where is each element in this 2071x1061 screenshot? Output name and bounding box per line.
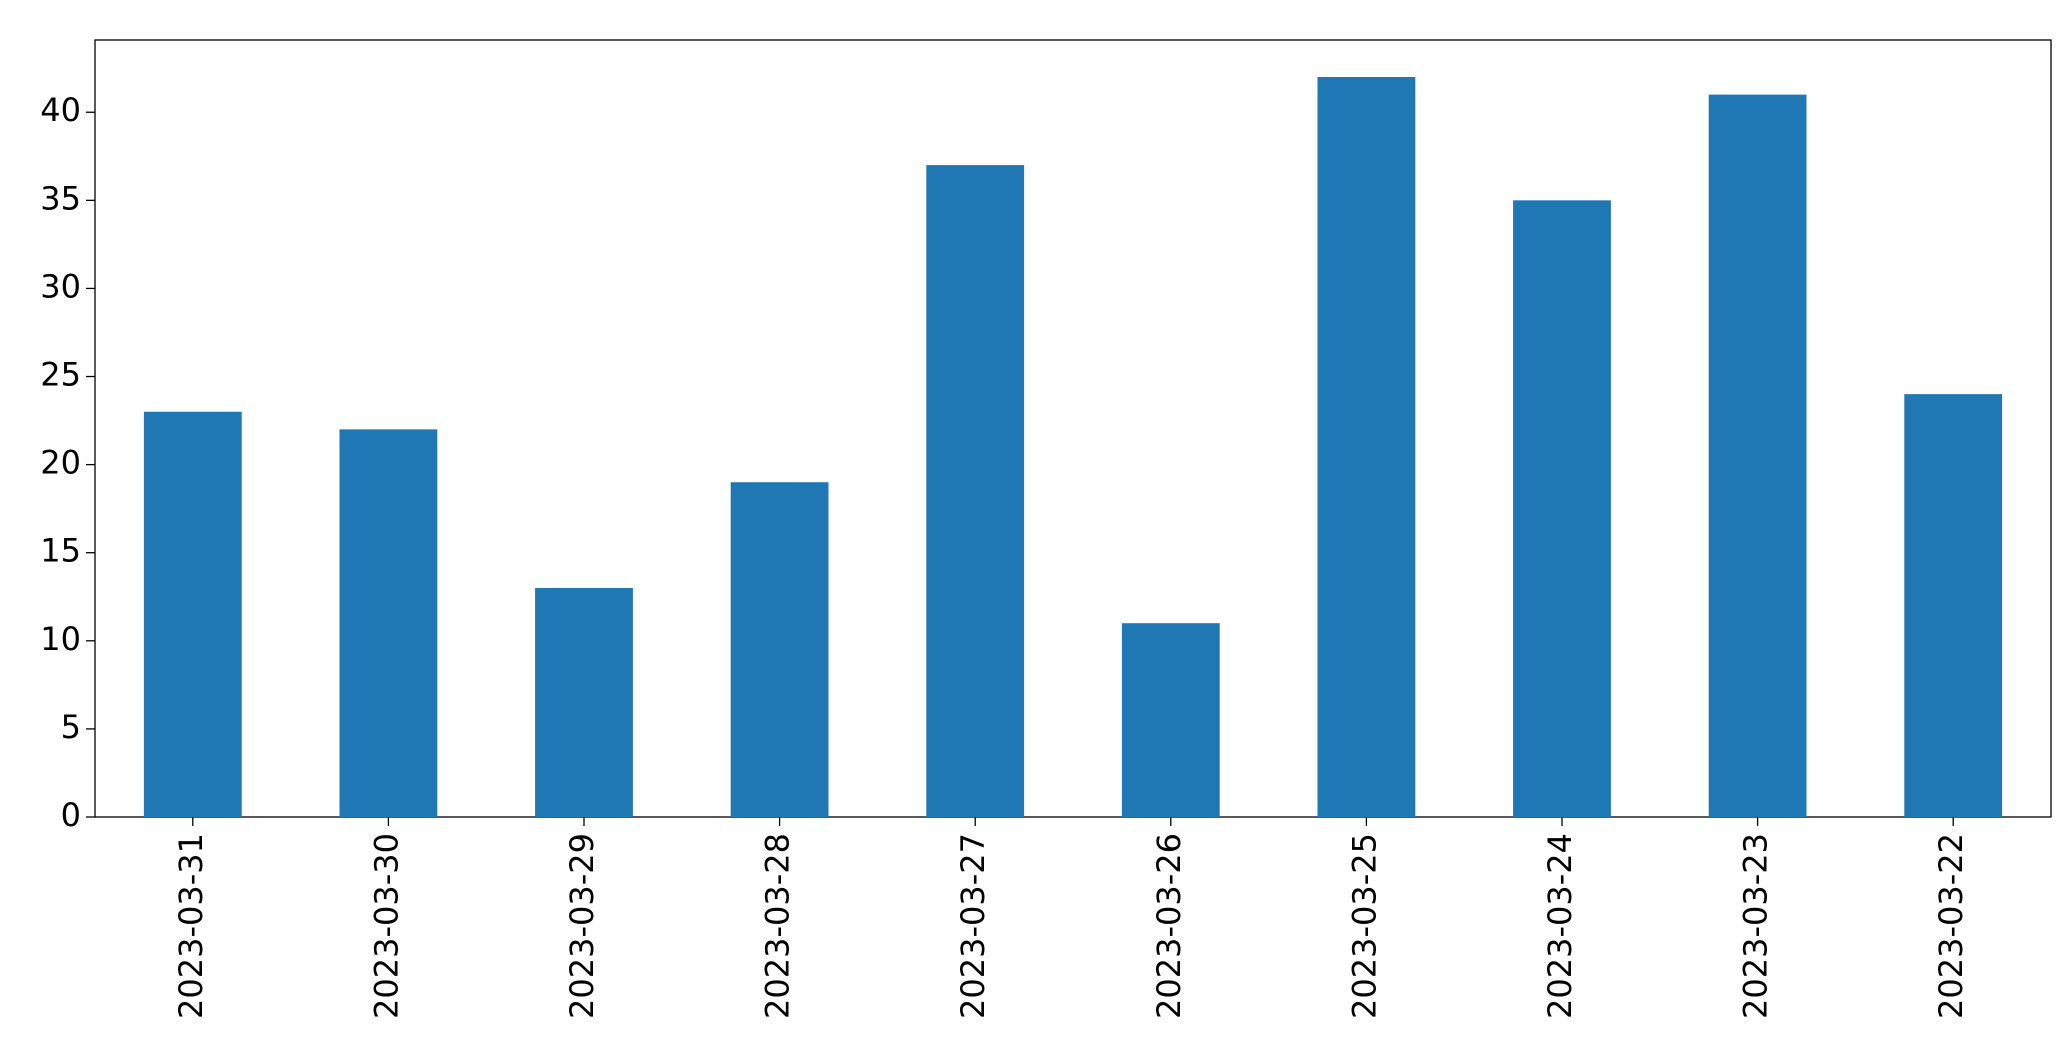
x-tick-label: 2023-03-25 xyxy=(1345,833,1383,1019)
y-tick-label: 30 xyxy=(40,267,81,305)
bar xyxy=(1513,200,1611,818)
bar xyxy=(535,587,633,817)
bar xyxy=(730,482,829,817)
y-tick-label: 35 xyxy=(40,179,81,217)
x-tick-label: 2023-03-28 xyxy=(759,833,797,1019)
y-tick-label: 10 xyxy=(40,620,81,658)
x-tick-label: 2023-03-29 xyxy=(563,833,601,1019)
y-tick-label: 0 xyxy=(61,796,81,834)
plot-frame xyxy=(94,39,2052,818)
x-tick-label: 2023-03-22 xyxy=(1932,833,1970,1019)
y-tick-label: 20 xyxy=(40,444,81,482)
y-tick-label: 40 xyxy=(40,91,81,129)
bar xyxy=(926,165,1025,818)
x-tick-label: 2023-03-30 xyxy=(367,833,405,1019)
bar xyxy=(1904,394,2003,817)
x-tick-label: 2023-03-31 xyxy=(172,833,210,1019)
bar xyxy=(1317,77,1416,817)
x-tick-label: 2023-03-26 xyxy=(1150,833,1188,1019)
bar xyxy=(1121,623,1220,817)
bar xyxy=(339,429,438,817)
x-tick-label: 2023-03-24 xyxy=(1541,833,1579,1019)
y-tick-label: 25 xyxy=(40,356,81,394)
bar xyxy=(1708,94,1807,818)
y-tick-label: 15 xyxy=(40,532,81,570)
y-tick-label: 5 xyxy=(61,708,81,746)
x-tick-label: 2023-03-23 xyxy=(1737,833,1775,1019)
bar xyxy=(143,411,242,817)
x-tick-label: 2023-03-27 xyxy=(954,833,992,1019)
